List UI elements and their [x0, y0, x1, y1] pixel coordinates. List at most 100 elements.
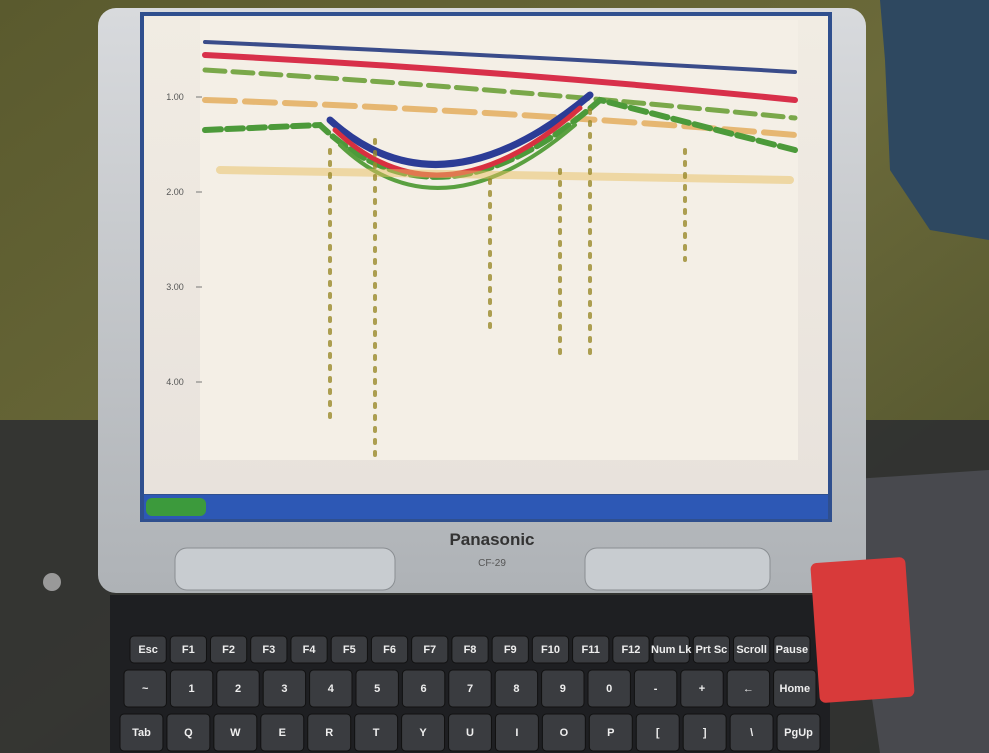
key-label: F1 [182, 644, 195, 656]
key[interactable]: W [214, 714, 257, 751]
key[interactable]: 3 [263, 670, 305, 707]
key[interactable]: 7 [449, 670, 491, 707]
key[interactable]: ← [727, 670, 769, 707]
key[interactable]: F10 [532, 636, 568, 663]
key[interactable]: + [681, 670, 723, 707]
key[interactable]: 6 [402, 670, 444, 707]
key-label: O [560, 727, 569, 739]
radargram [200, 20, 798, 460]
key-label: Pause [776, 644, 808, 656]
hinge-left [175, 548, 395, 590]
key[interactable]: P [589, 714, 632, 751]
key-label: U [466, 727, 474, 739]
key-label: F10 [541, 644, 560, 656]
depth-label: 4.00 [166, 377, 184, 387]
key[interactable]: Tab [120, 714, 163, 751]
key[interactable]: F9 [492, 636, 528, 663]
hinge-right [585, 548, 770, 590]
key-label: 2 [235, 683, 241, 695]
key-label: 4 [328, 683, 335, 695]
key[interactable]: ~ [124, 670, 166, 707]
key-label: \ [750, 727, 753, 739]
key[interactable]: E [261, 714, 304, 751]
key[interactable]: F7 [412, 636, 448, 663]
brand-logo: Panasonic [449, 530, 534, 549]
key[interactable]: 0 [588, 670, 630, 707]
key-label: [ [656, 727, 660, 739]
depth-label: 3.00 [166, 282, 184, 292]
key-label: W [230, 727, 241, 739]
key-label: 8 [513, 683, 519, 695]
key-label: F4 [303, 644, 317, 656]
key[interactable]: 5 [356, 670, 398, 707]
key[interactable]: O [542, 714, 585, 751]
pcmcia-card [810, 557, 915, 703]
key[interactable]: F4 [291, 636, 327, 663]
key[interactable]: Prt Sc [693, 636, 729, 663]
key[interactable]: Y [402, 714, 445, 751]
key-label: ~ [142, 683, 149, 695]
key-label: F12 [621, 644, 640, 656]
key[interactable]: 1 [170, 670, 212, 707]
key-label: 1 [189, 683, 195, 695]
key[interactable]: Home [774, 670, 816, 707]
depth-label: 1.00 [166, 92, 184, 102]
depth-label: 2.00 [166, 187, 184, 197]
key[interactable]: [ [636, 714, 679, 751]
key-label: Tab [132, 727, 151, 739]
key[interactable]: Pause [774, 636, 810, 663]
key[interactable]: F3 [251, 636, 287, 663]
key-label: 3 [281, 683, 287, 695]
key[interactable]: Esc [130, 636, 166, 663]
key[interactable]: ] [683, 714, 726, 751]
key[interactable]: Q [167, 714, 210, 751]
key-label: + [699, 683, 705, 695]
start-button[interactable] [146, 498, 206, 516]
key[interactable]: F5 [331, 636, 367, 663]
key[interactable]: 9 [542, 670, 584, 707]
screw [43, 573, 61, 591]
key[interactable]: I [495, 714, 538, 751]
key-label: F3 [262, 644, 275, 656]
key-label: 5 [374, 683, 380, 695]
key[interactable]: F1 [170, 636, 206, 663]
photo: 1.002.003.004.00 Panasonic CF-29 EscF1F2… [0, 0, 989, 753]
key[interactable]: F2 [210, 636, 246, 663]
key-label: - [654, 683, 658, 695]
key[interactable]: \ [730, 714, 773, 751]
key[interactable]: - [634, 670, 676, 707]
key-label: T [373, 727, 380, 739]
key[interactable]: PgUp [777, 714, 820, 751]
key[interactable]: 8 [495, 670, 537, 707]
key[interactable]: F8 [452, 636, 488, 663]
key-label: Y [419, 727, 427, 739]
key-label: Num Lk [651, 644, 692, 656]
key[interactable]: R [308, 714, 351, 751]
key-label: F6 [383, 644, 396, 656]
key-label: R [325, 727, 333, 739]
key-label: F5 [343, 644, 356, 656]
key-label: 7 [467, 683, 473, 695]
key-label: Esc [138, 644, 158, 656]
key[interactable]: F12 [613, 636, 649, 663]
key-label: I [515, 727, 518, 739]
key[interactable]: F6 [371, 636, 407, 663]
key[interactable]: Scroll [734, 636, 770, 663]
key-label: E [279, 727, 286, 739]
key-label: ← [743, 683, 754, 695]
key-label: 9 [560, 683, 566, 695]
key-label: Q [184, 727, 193, 739]
key[interactable]: T [355, 714, 398, 751]
key-label: PgUp [784, 727, 813, 739]
key-label: Scroll [736, 644, 767, 656]
key[interactable]: Num Lk [651, 636, 692, 663]
key-label: F8 [464, 644, 477, 656]
key[interactable]: F11 [573, 636, 609, 663]
key-label: F11 [582, 644, 600, 656]
key-label: P [607, 727, 614, 739]
key-label: ] [703, 727, 707, 739]
key[interactable]: 4 [310, 670, 352, 707]
key[interactable]: U [449, 714, 492, 751]
key[interactable]: 2 [217, 670, 259, 707]
